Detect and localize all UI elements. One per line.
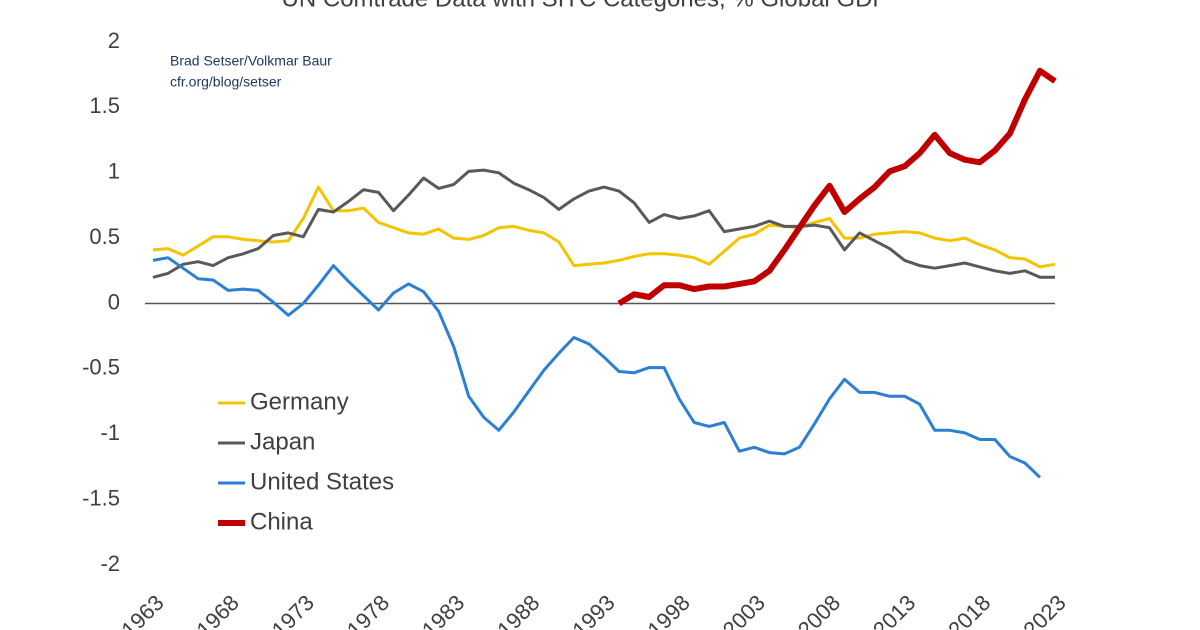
x-tick-label: 2023 (1018, 590, 1070, 630)
x-tick-label: 2003 (718, 590, 770, 630)
series-line (152, 256, 1042, 479)
annotation: Brad Setser/Volkmar Baur (170, 53, 332, 69)
y-tick-label: -0.5 (82, 355, 120, 380)
x-tick-label: 1983 (417, 590, 469, 630)
y-tick-label: 0.5 (89, 224, 120, 249)
y-tick-label: 2 (108, 28, 120, 53)
y-tick-label: 1 (108, 159, 120, 184)
x-tick-label: 1998 (643, 590, 695, 630)
annotation: cfr.org/blog/setser (170, 74, 282, 90)
x-tick-label: 1963 (116, 590, 168, 630)
legend-label: Japan (250, 428, 315, 455)
chart-title: UN Comtrade Data with SITC Categories, %… (282, 0, 889, 12)
y-tick-label: -1 (100, 420, 120, 445)
x-tick-label: 1993 (567, 590, 619, 630)
x-tick-label: 2013 (868, 590, 920, 630)
x-tick-label: 1968 (192, 590, 244, 630)
x-tick-label: 1978 (342, 590, 394, 630)
y-tick-label: 1.5 (89, 93, 120, 118)
y-tick-label: -1.5 (82, 485, 120, 510)
series-line (617, 67, 1057, 307)
x-tick-label: 1988 (492, 590, 544, 630)
x-tick-label: 1973 (267, 590, 319, 630)
x-tick-label: 2008 (793, 590, 845, 630)
y-tick-label: -2 (100, 551, 120, 576)
series-line (152, 185, 1056, 269)
legend-label: Germany (250, 388, 349, 415)
y-tick-label: 0 (108, 289, 120, 314)
legend-label: United States (250, 468, 394, 495)
series-line (152, 168, 1055, 279)
legend-label: China (250, 508, 313, 535)
x-tick-label: 2018 (943, 590, 995, 630)
